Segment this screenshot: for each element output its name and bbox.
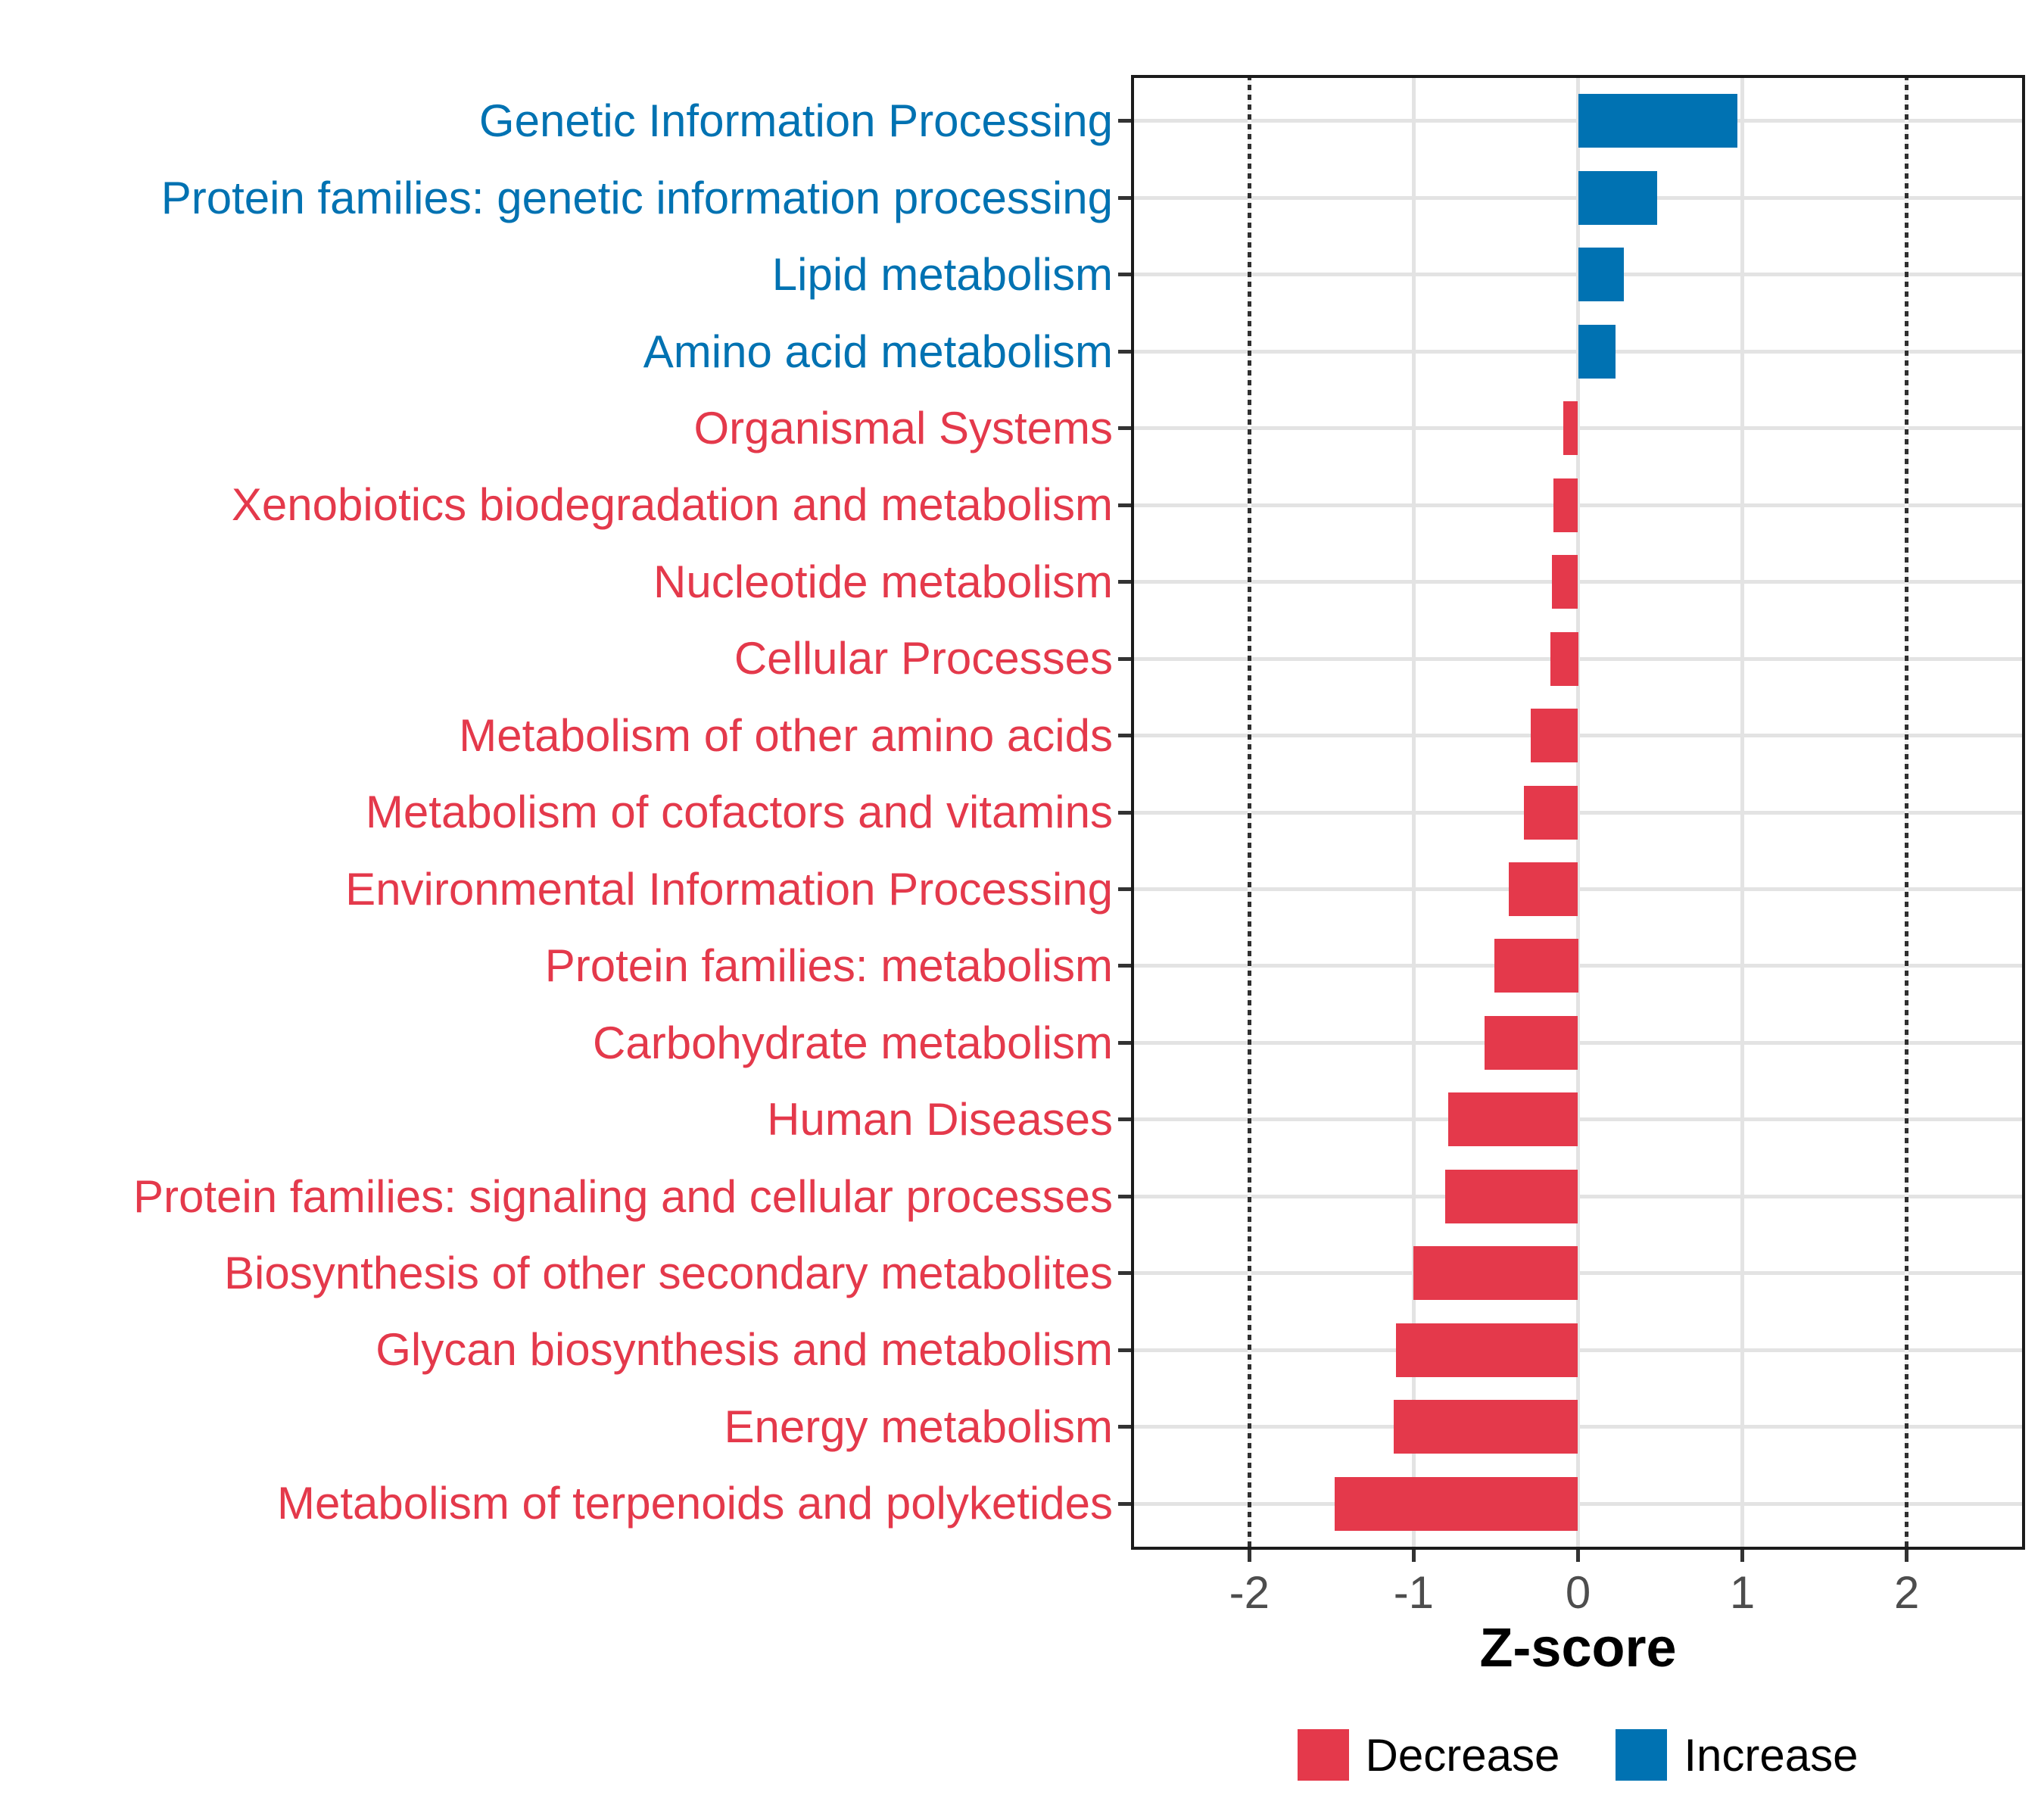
x-tick-label: 0	[1565, 1567, 1591, 1618]
x-tick	[1576, 1550, 1580, 1562]
legend-swatch-decrease	[1297, 1729, 1349, 1781]
x-tick-label: -1	[1393, 1567, 1435, 1618]
legend-label-decrease: Decrease	[1365, 1729, 1560, 1781]
y-tick	[1118, 580, 1131, 584]
h-gridline	[1131, 810, 2025, 815]
bar	[1494, 939, 1578, 993]
y-axis-label: Metabolism of cofactors and vitamins	[365, 787, 1113, 838]
bar	[1509, 862, 1578, 916]
bar	[1530, 709, 1578, 763]
y-axis-label: Environmental Information Processing	[345, 863, 1113, 915]
y-axis-label: Nucleotide metabolism	[653, 556, 1113, 607]
y-axis-label: Metabolism of terpenoids and polyketides	[277, 1478, 1113, 1529]
h-gridline	[1131, 503, 2025, 507]
bar	[1335, 1476, 1578, 1531]
y-axis-label: Metabolism of other amino acids	[459, 709, 1113, 761]
y-axis-label: Carbohydrate metabolism	[593, 1017, 1113, 1068]
y-axis-label: Biosynthesis of other secondary metaboli…	[224, 1248, 1113, 1299]
y-tick	[1118, 1040, 1131, 1045]
x-tick	[1247, 1550, 1251, 1562]
h-gridline	[1131, 964, 2025, 968]
y-axis-label: Lipid metabolism	[771, 249, 1113, 301]
bar	[1551, 555, 1578, 609]
y-axis-label: Cellular Processes	[734, 633, 1113, 684]
y-axis-label: Protein families: signaling and cellular…	[133, 1170, 1113, 1222]
x-tick-label: 1	[1729, 1567, 1756, 1618]
y-tick	[1118, 119, 1131, 123]
legend-swatch-increase	[1616, 1729, 1668, 1781]
y-axis-label: Protein families: genetic information pr…	[160, 172, 1113, 223]
plot-panel	[1131, 75, 2025, 1550]
bar	[1553, 478, 1578, 532]
bar	[1578, 324, 1616, 379]
y-tick	[1118, 273, 1131, 277]
y-axis-label: Amino acid metabolism	[643, 326, 1113, 377]
h-gridline	[1131, 734, 2025, 738]
legend-label-increase: Increase	[1684, 1729, 1859, 1781]
bar	[1578, 94, 1738, 148]
x-tick	[1740, 1550, 1745, 1562]
h-gridline	[1131, 580, 2025, 584]
reference-line-dotted	[1247, 75, 1251, 1550]
y-tick	[1118, 1194, 1131, 1198]
y-axis-label: Protein families: metabolism	[544, 940, 1113, 992]
bar	[1484, 1015, 1578, 1070]
bar	[1550, 631, 1578, 686]
h-gridline	[1131, 1425, 2025, 1429]
y-axis-label: Glycan biosynthesis and metabolism	[375, 1324, 1113, 1376]
x-axis-title: Z-score	[1479, 1618, 1677, 1678]
bar	[1413, 1246, 1578, 1301]
y-tick	[1118, 349, 1131, 354]
bar	[1395, 1323, 1578, 1377]
y-tick	[1118, 810, 1131, 815]
y-axis-label: Energy metabolism	[724, 1401, 1113, 1452]
bar	[1394, 1400, 1578, 1454]
y-tick	[1118, 426, 1131, 431]
y-tick	[1118, 734, 1131, 738]
bar	[1523, 785, 1578, 840]
x-tick	[1905, 1550, 1909, 1562]
h-gridline	[1131, 656, 2025, 661]
h-gridline	[1131, 1348, 2025, 1352]
bar	[1444, 1169, 1578, 1223]
h-gridline	[1131, 887, 2025, 891]
bar	[1578, 248, 1625, 302]
h-gridline	[1131, 1501, 2025, 1506]
y-axis-label: Human Diseases	[767, 1094, 1113, 1145]
legend: Decrease Increase	[1086, 1725, 2044, 1785]
y-tick	[1118, 656, 1131, 661]
y-tick	[1118, 1117, 1131, 1122]
y-tick	[1118, 1348, 1131, 1352]
h-gridline	[1131, 1040, 2025, 1045]
h-gridline	[1131, 1117, 2025, 1122]
x-tick	[1411, 1550, 1416, 1562]
x-tick-label: 2	[1894, 1567, 1920, 1618]
y-tick	[1118, 1271, 1131, 1276]
y-tick	[1118, 503, 1131, 507]
x-tick-label: -2	[1229, 1567, 1270, 1618]
bar	[1563, 401, 1578, 456]
y-tick	[1118, 1501, 1131, 1506]
bar	[1447, 1092, 1578, 1147]
y-axis-label: Organismal Systems	[693, 402, 1113, 453]
y-axis-label: Genetic Information Processing	[478, 95, 1113, 147]
y-tick	[1118, 887, 1131, 891]
y-tick	[1118, 1425, 1131, 1429]
h-gridline	[1131, 1271, 2025, 1276]
bar	[1578, 170, 1657, 225]
y-axis-label: Xenobiotics biodegradation and metabolis…	[231, 479, 1113, 531]
y-tick	[1118, 964, 1131, 968]
reference-line-dotted	[1905, 75, 1909, 1550]
h-gridline	[1131, 426, 2025, 431]
y-tick	[1118, 195, 1131, 200]
h-gridline	[1131, 1194, 2025, 1198]
